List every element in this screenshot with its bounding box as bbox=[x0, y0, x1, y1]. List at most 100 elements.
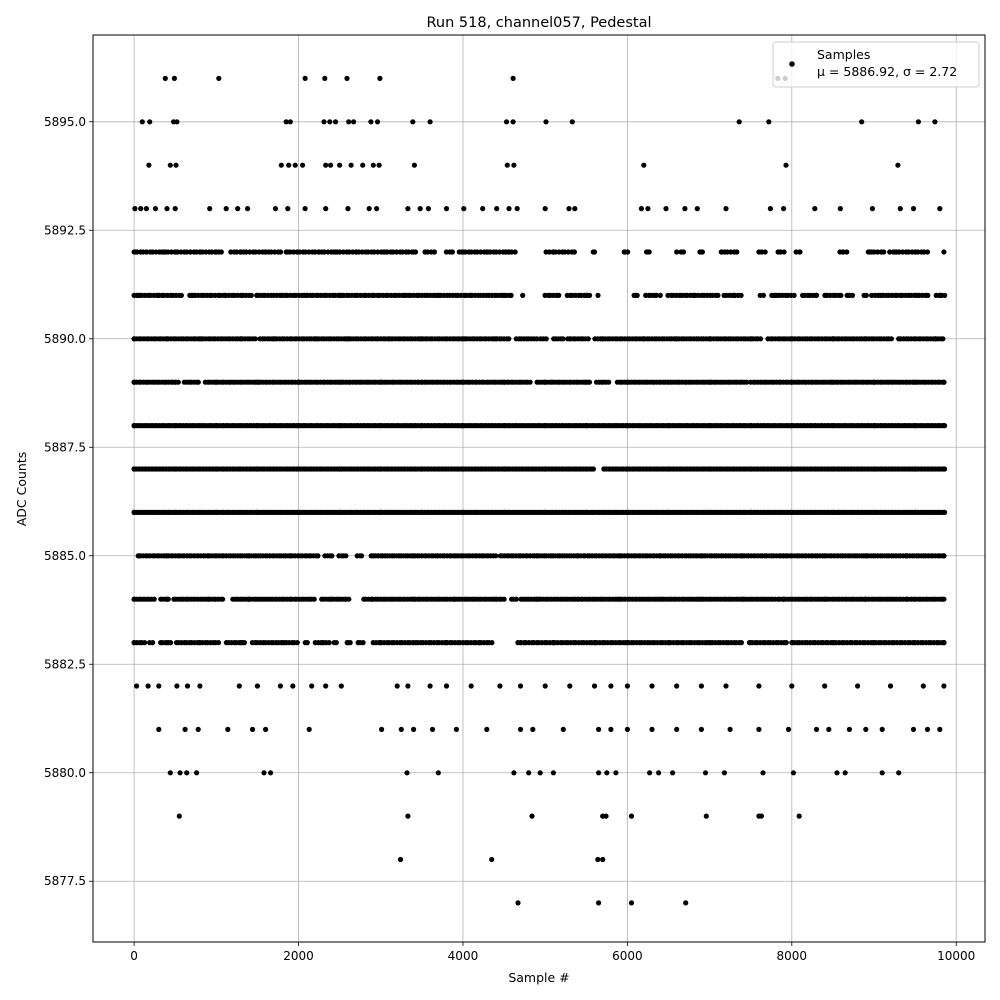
data-point bbox=[337, 466, 343, 472]
data-point bbox=[603, 813, 609, 819]
data-point bbox=[337, 162, 343, 168]
data-point bbox=[366, 206, 372, 212]
data-point bbox=[213, 466, 219, 472]
data-point bbox=[915, 119, 922, 125]
data-point bbox=[295, 423, 302, 429]
data-point bbox=[494, 206, 500, 212]
data-point bbox=[707, 336, 713, 342]
data-point bbox=[216, 75, 222, 81]
data-point bbox=[452, 596, 458, 602]
data-point bbox=[397, 856, 404, 863]
data-point bbox=[762, 249, 768, 255]
data-point bbox=[537, 770, 543, 776]
data-point bbox=[369, 292, 376, 298]
data-point bbox=[333, 640, 339, 646]
data-point bbox=[290, 683, 296, 689]
data-point bbox=[254, 683, 260, 689]
data-point bbox=[508, 292, 514, 298]
data-point bbox=[608, 726, 614, 733]
data-point bbox=[411, 553, 417, 559]
data-point bbox=[174, 119, 180, 125]
data-point bbox=[295, 509, 302, 515]
data-point bbox=[411, 249, 417, 255]
data-point bbox=[378, 466, 384, 472]
data-point bbox=[846, 726, 853, 733]
data-point bbox=[739, 553, 746, 559]
data-point bbox=[674, 726, 680, 733]
data-point bbox=[904, 596, 910, 602]
data-point bbox=[912, 466, 918, 472]
data-point bbox=[504, 162, 510, 168]
data-point bbox=[484, 726, 490, 733]
data-point bbox=[871, 379, 877, 385]
data-point bbox=[941, 640, 947, 646]
data-point bbox=[164, 336, 170, 342]
data-point bbox=[941, 553, 947, 559]
x-tick-label: 2000 bbox=[283, 949, 314, 963]
data-point bbox=[783, 162, 789, 168]
data-point bbox=[512, 249, 518, 255]
data-point bbox=[748, 640, 754, 646]
data-point bbox=[493, 336, 499, 342]
data-point bbox=[789, 379, 795, 385]
data-point bbox=[863, 336, 869, 342]
data-point bbox=[419, 509, 425, 515]
data-point bbox=[287, 553, 293, 559]
data-point bbox=[896, 770, 902, 776]
data-point bbox=[781, 206, 787, 212]
data-point bbox=[912, 640, 918, 646]
data-point bbox=[213, 379, 219, 385]
data-point bbox=[344, 75, 350, 81]
data-point bbox=[178, 292, 184, 298]
data-point bbox=[674, 249, 680, 255]
data-point bbox=[398, 726, 404, 733]
data-point bbox=[583, 509, 589, 515]
data-point bbox=[826, 726, 832, 733]
data-point bbox=[937, 726, 943, 733]
data-point bbox=[542, 206, 548, 212]
data-point bbox=[156, 683, 162, 689]
data-point bbox=[323, 683, 329, 689]
data-point bbox=[321, 119, 327, 125]
data-point bbox=[723, 206, 729, 212]
data-point bbox=[665, 509, 672, 515]
x-tick-label: 8000 bbox=[777, 949, 808, 963]
data-point bbox=[411, 640, 417, 646]
data-point bbox=[377, 75, 383, 81]
data-point bbox=[703, 813, 709, 819]
data-point bbox=[476, 640, 482, 646]
data-point bbox=[138, 206, 144, 212]
data-point bbox=[760, 770, 766, 776]
data-point bbox=[328, 596, 334, 602]
data-point bbox=[781, 596, 787, 602]
data-point bbox=[925, 292, 931, 298]
data-point bbox=[813, 726, 820, 733]
data-point bbox=[760, 292, 767, 298]
data-point bbox=[791, 292, 797, 298]
data-point bbox=[468, 292, 474, 298]
data-point bbox=[744, 379, 750, 385]
data-point bbox=[238, 249, 244, 255]
data-point bbox=[830, 423, 836, 429]
data-point bbox=[830, 379, 836, 385]
data-point bbox=[143, 249, 149, 255]
data-point bbox=[411, 726, 417, 733]
data-point bbox=[529, 813, 535, 819]
legend-box bbox=[772, 41, 980, 88]
data-point bbox=[830, 640, 836, 646]
data-point bbox=[616, 553, 622, 559]
data-point bbox=[213, 249, 219, 255]
data-point bbox=[168, 640, 174, 646]
data-point bbox=[698, 726, 705, 733]
data-point bbox=[738, 640, 745, 646]
data-point bbox=[583, 292, 589, 298]
data-point bbox=[411, 162, 417, 168]
data-point bbox=[628, 900, 635, 906]
data-point bbox=[295, 379, 302, 385]
data-point bbox=[657, 292, 663, 298]
data-point bbox=[736, 119, 742, 125]
data-point bbox=[346, 119, 352, 125]
data-point bbox=[591, 683, 598, 689]
data-point bbox=[879, 726, 885, 733]
